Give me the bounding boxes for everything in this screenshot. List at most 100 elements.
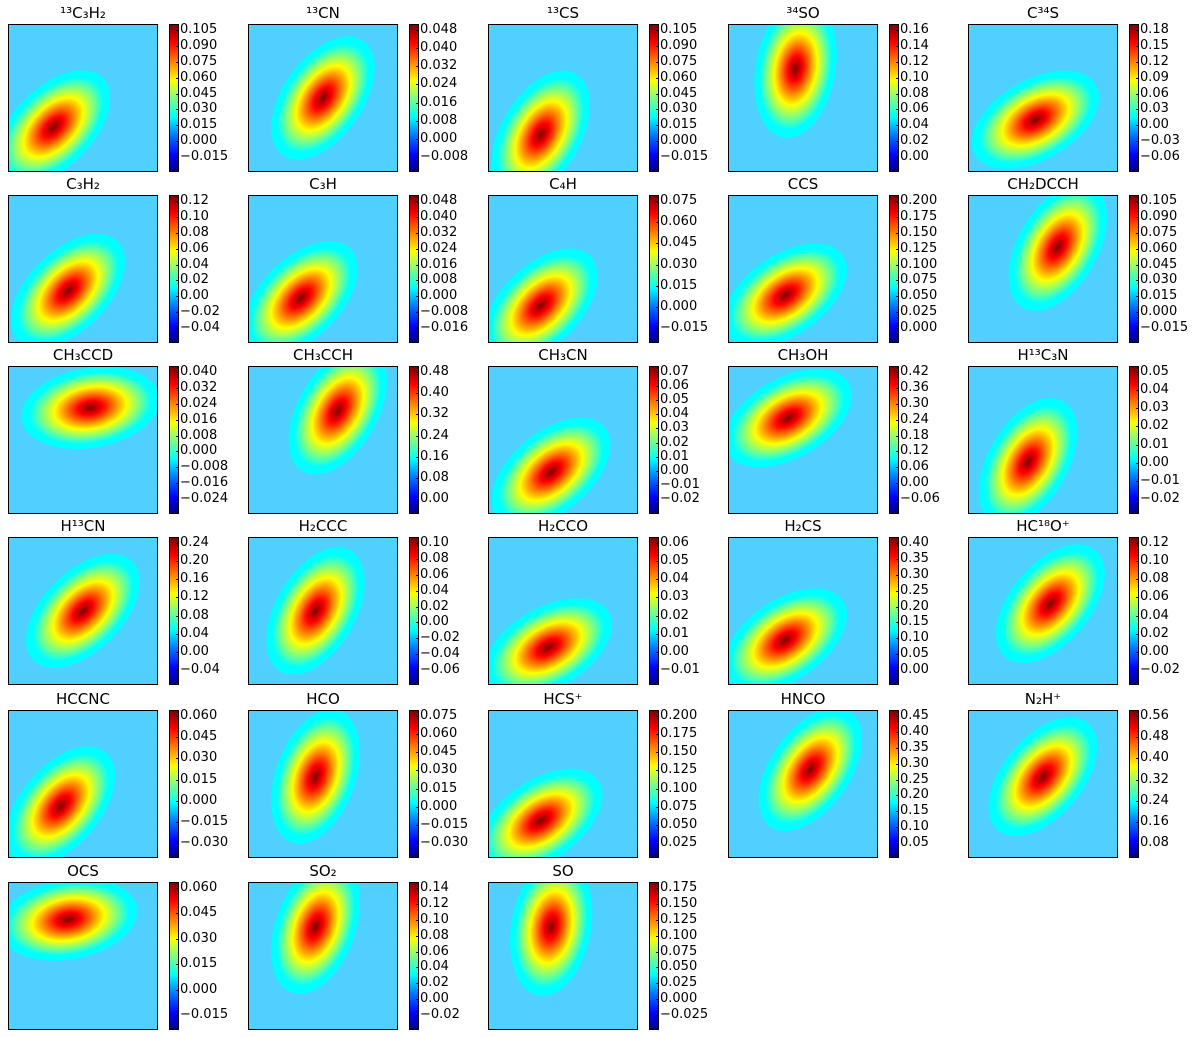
panel-title: ¹³C₃H₂ <box>60 4 106 22</box>
emission-map <box>8 537 158 685</box>
colorbar-tick-label: −0.04 <box>176 662 220 677</box>
emission-map <box>248 537 398 685</box>
emission-peak <box>271 883 361 994</box>
colorbar-tick-label: 0.075 <box>175 53 218 69</box>
colorbar-tick-label: 0.040 <box>175 364 218 379</box>
colorbar-tick-label: 0.125 <box>895 240 938 256</box>
colorbar-tick-label: −0.01 <box>656 662 700 677</box>
colorbar-tick-label: 0.05 <box>896 646 929 662</box>
colorbar-tick-label: 0.030 <box>175 750 218 766</box>
colorbar-tick-label: 0.32 <box>416 406 449 422</box>
colorbar-tick-label: 0.060 <box>175 880 218 895</box>
colorbar-tick-label: −0.02 <box>416 630 460 646</box>
colorbar-tick-label: 0.000 <box>175 792 218 808</box>
colorbar-tick-label: 0.090 <box>655 37 698 53</box>
colorbar <box>409 537 419 685</box>
colorbar-tick-label: −0.015 <box>1135 320 1189 335</box>
colorbar-tick-label: 0.032 <box>415 224 458 240</box>
colorbar-tick-label: −0.04 <box>416 646 460 662</box>
colorbar-tick-label: −0.015 <box>415 816 469 832</box>
colorbar-tick-label: 0.16 <box>416 448 449 464</box>
colorbar-tick-label: 0.00 <box>896 149 929 164</box>
colorbar-tick-label: 0.025 <box>655 975 698 991</box>
colorbar-tick-label: 0.06 <box>416 566 449 582</box>
colorbar-tick-label: 0.00 <box>176 643 209 659</box>
colorbar-tick-label: 0.03 <box>656 589 689 605</box>
colorbar-tick-label: 0.06 <box>896 459 929 475</box>
colorbar-tick-label: 0.56 <box>1136 708 1169 723</box>
colorbar-tick-label: 0.00 <box>896 662 929 677</box>
colorbar-tick-label: 0.09 <box>1136 69 1169 85</box>
colorbar <box>649 882 659 1030</box>
colorbar-tick-label: 0.025 <box>895 304 938 320</box>
emission-map <box>8 24 158 172</box>
colorbar-tick-label: 0.15 <box>896 614 929 630</box>
colorbar-tick-label: 0.10 <box>896 819 929 835</box>
colorbar <box>1129 24 1139 172</box>
colorbar-tick-label: 0.12 <box>1136 535 1169 550</box>
colorbar-tick-label: 0.08 <box>416 469 449 485</box>
colorbar-tick-label: 0.050 <box>895 288 938 304</box>
colorbar-tick-label: 0.060 <box>175 708 218 723</box>
colorbar-tick-label: 0.25 <box>896 771 929 787</box>
colorbar-tick-label: 0.20 <box>896 787 929 803</box>
colorbar-tick-label: 0.000 <box>1135 304 1178 320</box>
colorbar-tick-label: 0.000 <box>655 991 698 1007</box>
colorbar-tick-label: 0.100 <box>655 927 698 943</box>
emission-peak <box>978 398 1078 513</box>
colorbar-tick-label: 0.00 <box>656 462 689 478</box>
colorbar-tick-label: 0.008 <box>415 112 458 128</box>
colorbar-tick-label: 0.07 <box>656 364 689 379</box>
colorbar-tick-label: 0.105 <box>1135 193 1178 208</box>
colorbar-tick-label: 0.06 <box>1136 589 1169 605</box>
colorbar-tick-label: 0.016 <box>175 411 218 427</box>
colorbar-tick-label: −0.06 <box>1136 149 1180 164</box>
colorbar <box>409 882 419 1030</box>
colorbar-tick-label: −0.04 <box>176 320 220 335</box>
colorbar-tick-label: 0.00 <box>656 643 689 659</box>
colorbar-tick-label: 0.075 <box>895 272 938 288</box>
colorbar-tick-label: 0.000 <box>415 798 458 814</box>
colorbar-tick-label: 0.032 <box>175 379 218 395</box>
colorbar-tick-label: 0.090 <box>175 37 218 53</box>
colorbar-tick-label: 0.36 <box>896 379 929 395</box>
colorbar-tick-label: −0.06 <box>416 662 460 677</box>
colorbar-tick-label: 0.000 <box>415 288 458 304</box>
colorbar-tick-label: 0.090 <box>1135 208 1178 224</box>
colorbar <box>889 24 899 172</box>
colorbar-tick-label: 0.000 <box>895 320 938 335</box>
colorbar-tick-label: 0.150 <box>655 744 698 760</box>
emission-map <box>248 195 398 343</box>
colorbar-tick-label: 0.030 <box>655 101 698 117</box>
colorbar-tick-label: 0.30 <box>896 566 929 582</box>
colorbar-tick-label: 0.015 <box>655 117 698 133</box>
colorbar-tick-label: 0.08 <box>896 85 929 101</box>
colorbar-tick-label: 0.075 <box>655 53 698 69</box>
colorbar-tick-label: 0.00 <box>1136 117 1169 133</box>
colorbar-tick-label: −0.008 <box>415 304 469 320</box>
colorbar <box>409 195 419 343</box>
panel-title: C₃H <box>309 175 337 193</box>
colorbar-tick-label: 0.015 <box>175 956 218 972</box>
panel-title: H¹³C₃N <box>1017 346 1069 364</box>
colorbar-tick-label: 0.045 <box>655 235 698 251</box>
emission-peak <box>9 70 111 171</box>
colorbar-tick-label: 0.05 <box>896 835 929 850</box>
colorbar-tick-label: 0.040 <box>415 208 458 224</box>
colorbar-tick-label: 0.16 <box>176 571 209 587</box>
emission-peak <box>491 70 591 171</box>
colorbar-tick-label: 0.00 <box>1136 643 1169 659</box>
colorbar-tick-label: 0.105 <box>655 22 698 37</box>
colorbar-tick-label: 0.050 <box>655 959 698 975</box>
colorbar <box>649 537 659 685</box>
colorbar-tick-label: 0.016 <box>415 256 458 272</box>
colorbar-tick-label: −0.06 <box>896 491 940 506</box>
colorbar-tick-label: 0.04 <box>176 625 209 641</box>
panel-title: HCCNC <box>56 690 110 708</box>
colorbar-tick-label: 0.02 <box>656 434 689 450</box>
colorbar-tick-label: −0.015 <box>655 149 709 164</box>
panel-title: H₂CCC <box>298 517 348 535</box>
colorbar-tick-label: 0.060 <box>655 214 698 230</box>
emission-peak <box>21 367 157 450</box>
colorbar-tick-label: 0.30 <box>896 395 929 411</box>
